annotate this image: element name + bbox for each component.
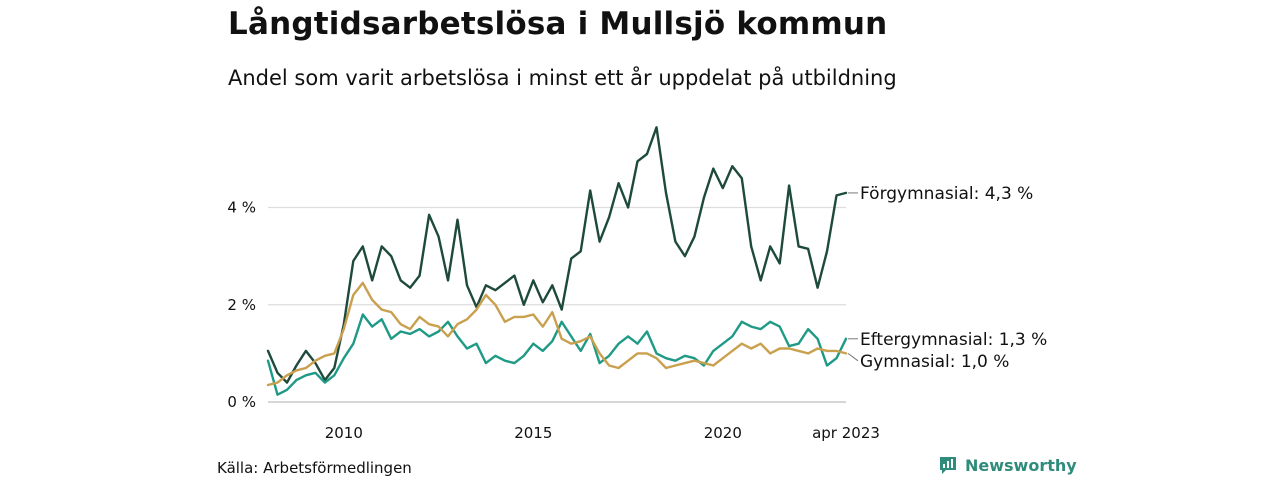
x-tick-label: 2010 <box>325 424 363 442</box>
end-label-förgymnasial: Förgymnasial: 4,3 % <box>860 184 1033 204</box>
x-tick-label: 2015 <box>514 424 552 442</box>
end-label-eftergymnasial: Eftergymnasial: 1,3 % <box>860 330 1047 350</box>
bar-chart-speech-bubble-icon <box>940 457 956 474</box>
series-line-eftergymnasial <box>266 313 848 396</box>
y-tick-label: 2 % <box>227 296 256 314</box>
x-tick-label: 2020 <box>704 424 742 442</box>
gridlines <box>268 206 846 403</box>
end-label-connector <box>847 352 859 362</box>
brand-logo[interactable]: Newsworthy <box>938 455 1077 475</box>
series-lines <box>266 126 848 396</box>
end-label-gymnasial: Gymnasial: 1,0 % <box>860 352 1009 372</box>
series-line-förgymnasial <box>266 126 848 384</box>
series-end-labels: Förgymnasial: 4,3 % Eftergymnasial: 1,3 %… <box>847 184 1047 372</box>
axis-ticks: 0 % 2 % 4 % 2010 2015 2020 apr 2023 <box>227 199 879 442</box>
series-line-gymnasial <box>266 281 848 387</box>
x-tick-label: apr 2023 <box>812 424 880 442</box>
source-note: Källa: Arbetsförmedlingen <box>217 459 412 477</box>
chart-title: Långtidsarbetslösa i Mullsjö kommun <box>228 6 888 42</box>
chart-subtitle: Andel som varit arbetslösa i minst ett å… <box>228 66 897 90</box>
y-tick-label: 0 % <box>227 393 256 411</box>
y-tick-label: 4 % <box>227 199 256 217</box>
brand-name: Newsworthy <box>965 455 1077 475</box>
